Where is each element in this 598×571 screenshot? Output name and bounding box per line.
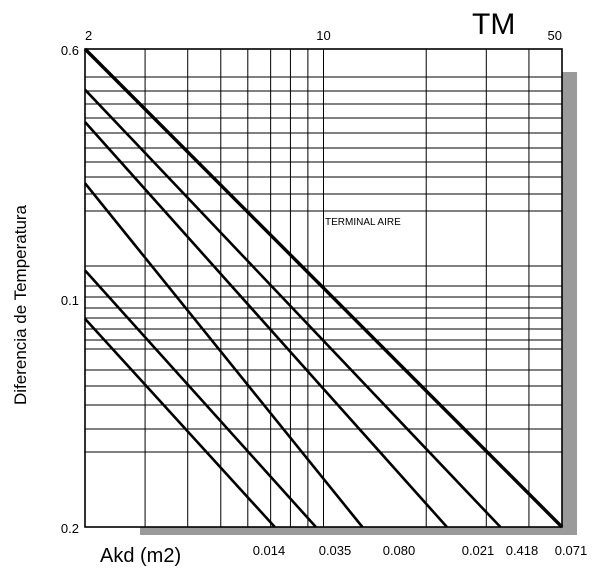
plot-frame: [84, 48, 563, 528]
bottom-label: 0.071: [555, 543, 588, 558]
bottom-labels: 0.014 0.035 0.080 0.021 0.418 0.071: [253, 543, 588, 558]
left-tick-label: 0.2: [61, 521, 79, 536]
bottom-label: 0.080: [383, 543, 416, 558]
series-line-1: [83, 47, 564, 529]
series-line-6: [84, 317, 276, 528]
annotation-label: TERMINAL AIRE: [325, 217, 401, 228]
bottom-label: 0.021: [462, 543, 495, 558]
chart-title: TM: [472, 8, 515, 41]
series-line-3: [84, 121, 448, 528]
bottom-label: 0.035: [319, 543, 352, 558]
top-tick-labels: 2 10 50: [85, 28, 562, 43]
series-line-2: [84, 88, 502, 528]
left-tick-label: 0.6: [61, 43, 79, 58]
top-tick-label: 2: [85, 28, 92, 43]
bottom-label: 0.014: [253, 543, 286, 558]
series-line-4: [83, 182, 364, 528]
x-axis-label: Akd (m2): [100, 545, 181, 566]
series-lines: [83, 47, 564, 529]
y-axis-label: Diferencia de Temperatura: [11, 204, 30, 405]
left-tick-labels: 0.6 0.1 0.2: [61, 43, 79, 536]
top-tick-label: 10: [316, 28, 330, 43]
series-line-5: [84, 269, 317, 528]
top-tick-label: 50: [548, 28, 562, 43]
bottom-label: 0.418: [506, 543, 539, 558]
left-tick-label: 0.1: [61, 293, 79, 308]
